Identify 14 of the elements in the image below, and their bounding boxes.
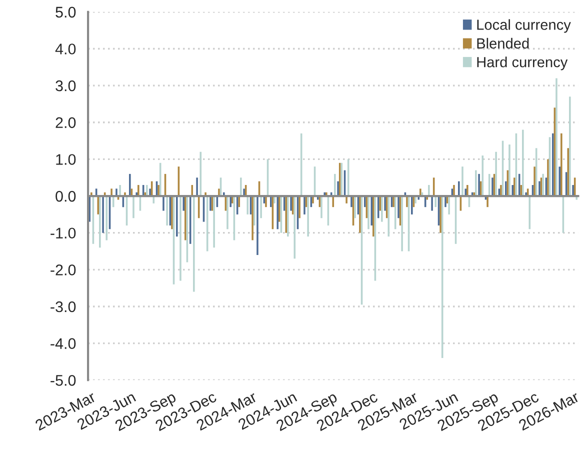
y-tick-label: 4.0	[55, 44, 76, 54]
y-tick-label: 5.0	[56, 6, 76, 18]
y-tick-label: -1.0	[50, 228, 76, 239]
y-tick-label: -5.0	[50, 375, 76, 386]
y-tick-label: -4.0	[50, 338, 76, 350]
y-tick-label: 1.0	[56, 154, 76, 165]
legend-label: Blended	[477, 38, 529, 49]
y-tick-label: 0.0	[56, 190, 76, 202]
y-tick-label: 3.0	[56, 80, 76, 92]
legend-label: Local currency	[477, 19, 571, 33]
legend-label: Hard currency	[477, 56, 568, 70]
y-tick-label: 2.0	[56, 117, 76, 128]
y-tick-label: -3.0	[50, 301, 76, 312]
y-tick-label: -2.0	[50, 264, 76, 276]
